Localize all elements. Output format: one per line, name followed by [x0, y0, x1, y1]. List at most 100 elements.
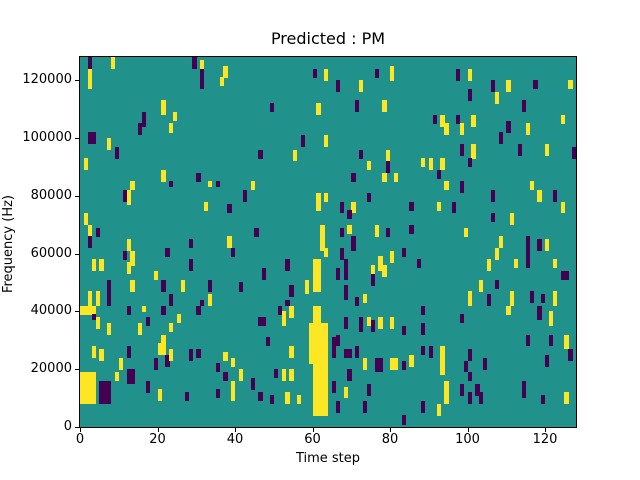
heatmap-cell [277, 305, 282, 315]
heatmap-cell [184, 392, 189, 402]
heatmap-cell [440, 346, 445, 376]
heatmap-cell [161, 334, 166, 344]
x-tick-mark [157, 428, 159, 432]
heatmap-cell [467, 348, 472, 361]
heatmap-cell [285, 392, 290, 405]
heatmap-cell [242, 189, 248, 202]
heatmap-cell [293, 149, 298, 162]
y-tick-mark [75, 137, 79, 139]
heatmap-cell [126, 239, 131, 252]
x-tick-label: 100 [455, 432, 480, 447]
heatmap-cell [382, 100, 387, 113]
heatmap-cell [331, 380, 337, 393]
heatmap-cell [297, 395, 302, 405]
heatmap-cell [269, 395, 275, 405]
heatmap-cell [486, 294, 492, 306]
heatmap-cell [207, 181, 213, 188]
heatmap-cell [107, 294, 112, 306]
heatmap-cell [91, 314, 96, 321]
chart-title: Predicted : PM [270, 29, 386, 48]
heatmap-cell [335, 334, 341, 347]
heatmap-cell [269, 103, 275, 113]
heatmap-cell [99, 380, 112, 405]
heatmap-cell [537, 305, 542, 321]
heatmap-cell [343, 386, 348, 399]
heatmap-cell [370, 265, 375, 275]
heatmap-plot-area [80, 57, 577, 427]
heatmap-cell [343, 285, 348, 301]
heatmap-cell [145, 317, 151, 327]
heatmap-cell [324, 135, 329, 147]
heatmap-cell [312, 305, 321, 324]
heatmap-cell [401, 415, 406, 425]
heatmap-cell [374, 224, 379, 237]
heatmap-cell [169, 322, 174, 332]
heatmap-cell [80, 305, 96, 315]
heatmap-cell [568, 348, 573, 361]
heatmap-cell [525, 236, 530, 269]
heatmap-cell [207, 294, 213, 306]
heatmap-cell [339, 227, 344, 237]
heatmap-cell [463, 227, 468, 237]
y-tick-mark [75, 427, 79, 428]
heatmap-cell [161, 100, 166, 116]
heatmap-cell [107, 322, 112, 335]
heatmap-cell [572, 146, 577, 159]
heatmap-cell [114, 372, 120, 382]
heatmap-cell [568, 80, 573, 90]
heatmap-cell [347, 210, 352, 220]
heatmap-cell [111, 57, 116, 69]
heatmap-cell [374, 68, 379, 78]
heatmap-cell [324, 68, 329, 81]
heatmap-cell [440, 114, 445, 127]
heatmap-cell [506, 120, 511, 133]
heatmap-cell [91, 346, 96, 358]
heatmap-cell [421, 322, 426, 335]
heatmap-cell [335, 80, 341, 93]
heatmap-cell [421, 305, 426, 315]
heatmap-cell [498, 132, 503, 145]
heatmap-cell [281, 311, 286, 327]
heatmap-cell [479, 279, 484, 292]
y-tick-mark [75, 253, 79, 255]
x-tick-mark [312, 428, 314, 432]
heatmap-cell [262, 268, 267, 280]
heatmap-cell [320, 224, 325, 252]
heatmap-cell [362, 400, 368, 413]
heatmap-cell [467, 372, 472, 382]
heatmap-cell [432, 114, 437, 124]
heatmap-cell [331, 337, 337, 358]
heatmap-cell [343, 348, 352, 358]
heatmap-cell [335, 400, 341, 413]
heatmap-cell [126, 346, 131, 358]
heatmap-cell [390, 357, 399, 370]
heatmap-cell [467, 291, 472, 306]
heatmap-cell [83, 158, 89, 171]
heatmap-cell [180, 279, 186, 292]
heatmap-cell [169, 294, 174, 306]
heatmap-cell [130, 250, 135, 266]
heatmap-cell [87, 236, 93, 249]
heatmap-cell [153, 270, 158, 280]
heatmap-cell [215, 181, 220, 188]
heatmap-cell [359, 80, 364, 93]
heatmap-cell [444, 123, 449, 136]
heatmap-cell [467, 158, 472, 168]
heatmap-cell [351, 172, 356, 182]
y-tick-label: 120000 [22, 72, 72, 88]
heatmap-cell [506, 80, 511, 93]
heatmap-cell [87, 68, 93, 90]
heatmap-cell [494, 279, 499, 289]
x-tick-label: 60 [304, 432, 321, 447]
heatmap-cell [192, 57, 197, 69]
heatmap-cell [428, 158, 434, 171]
heatmap-cell [421, 346, 426, 356]
heatmap-cell [436, 201, 441, 211]
y-tick-label: 80000 [30, 187, 72, 203]
heatmap-cell [87, 132, 96, 145]
y-tick-label: 20000 [30, 361, 72, 377]
heatmap-cell [285, 259, 290, 272]
heatmap-cell [378, 317, 383, 330]
x-tick-label: 120 [532, 432, 558, 447]
heatmap-cell [521, 380, 527, 399]
